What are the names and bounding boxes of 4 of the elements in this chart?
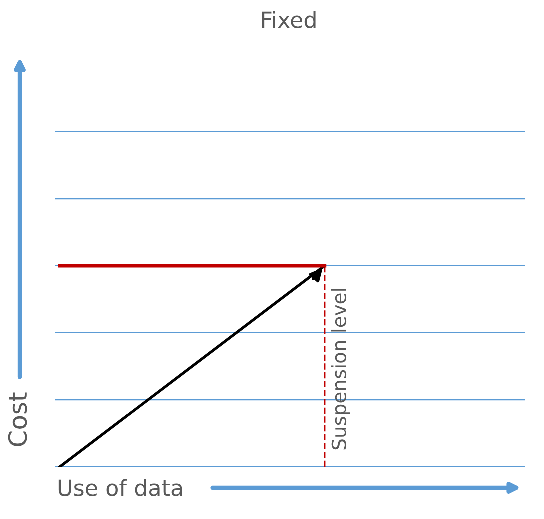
y-axis-title: Cost (8, 392, 28, 446)
chart-title: Fixed (262, 11, 316, 28)
annotation: Suspension level (331, 289, 350, 450)
x-axis-title: Use of data (58, 479, 182, 496)
